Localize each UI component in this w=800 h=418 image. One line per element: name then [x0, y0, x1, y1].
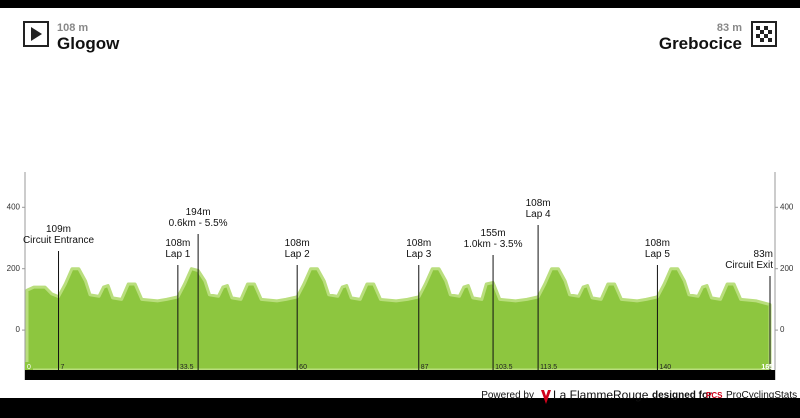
x-tick-label: 140	[659, 364, 671, 371]
start-name: Glogow	[57, 34, 120, 53]
finish-elevation: 83 m	[717, 22, 742, 34]
km-start-box	[25, 362, 33, 370]
top-bar	[0, 0, 800, 8]
annotation-text: Circuit Exit	[725, 260, 773, 271]
brand-logo	[541, 390, 551, 404]
pcs-name: ProCyclingStats	[726, 390, 797, 401]
x-tick-label: 33.5	[180, 364, 194, 371]
annotation-text: 109m	[46, 224, 71, 235]
annotation-text: 194m	[186, 207, 211, 218]
annotation-text: Circuit Entrance	[23, 235, 95, 246]
annotation-text: 108m	[645, 238, 670, 249]
footer-bg	[0, 384, 800, 398]
annotation-text: Lap 2	[285, 249, 310, 260]
start-elevation: 108 m	[57, 22, 88, 34]
y-tick-label: 0	[16, 325, 21, 334]
y-tick-label: 400	[7, 202, 21, 211]
annotation-text: 0.6km - 5.5%	[169, 218, 228, 229]
annotation-text: 108m	[165, 238, 190, 249]
annotation-text: 108m	[285, 238, 310, 249]
annotation-text: 1.0km - 3.5%	[464, 239, 523, 250]
x-tick-label: 87	[421, 364, 429, 371]
y-tick-label-right: 0	[780, 325, 785, 334]
annotation-text: Lap 1	[165, 249, 190, 260]
annotation-text: Lap 5	[645, 249, 670, 260]
y-tick-label: 200	[7, 264, 21, 273]
x-tick-label: 0	[27, 364, 31, 371]
annotation-text: 83m	[754, 249, 773, 260]
annotation-text: Lap 4	[526, 209, 551, 220]
brand-name: La FlammeRouge	[553, 388, 649, 402]
start-icon	[23, 21, 49, 47]
y-tick-label-right: 400	[780, 202, 794, 211]
y-tick-label-right: 200	[780, 264, 794, 273]
annotation-text: 108m	[526, 198, 551, 209]
x-tick-label: 113.5	[540, 364, 557, 371]
annotation-text: Lap 3	[406, 249, 431, 260]
annotation-text: 108m	[406, 238, 431, 249]
x-tick-label: 103.5	[495, 364, 513, 371]
finish-flag	[756, 26, 772, 42]
annotation-text: 155m	[481, 228, 506, 239]
powered-by: Powered by	[481, 390, 534, 401]
finish-name: Grebocice	[659, 34, 742, 53]
profile-area	[25, 267, 772, 372]
x-tick-label: 7	[61, 364, 65, 371]
km-bar	[25, 370, 775, 380]
pcs-logo: PCS	[706, 391, 723, 400]
x-tick-label: 165	[761, 364, 773, 371]
start-arrow	[31, 27, 42, 41]
designed-for: designed for	[652, 390, 712, 401]
x-tick-label: 60	[299, 364, 307, 371]
